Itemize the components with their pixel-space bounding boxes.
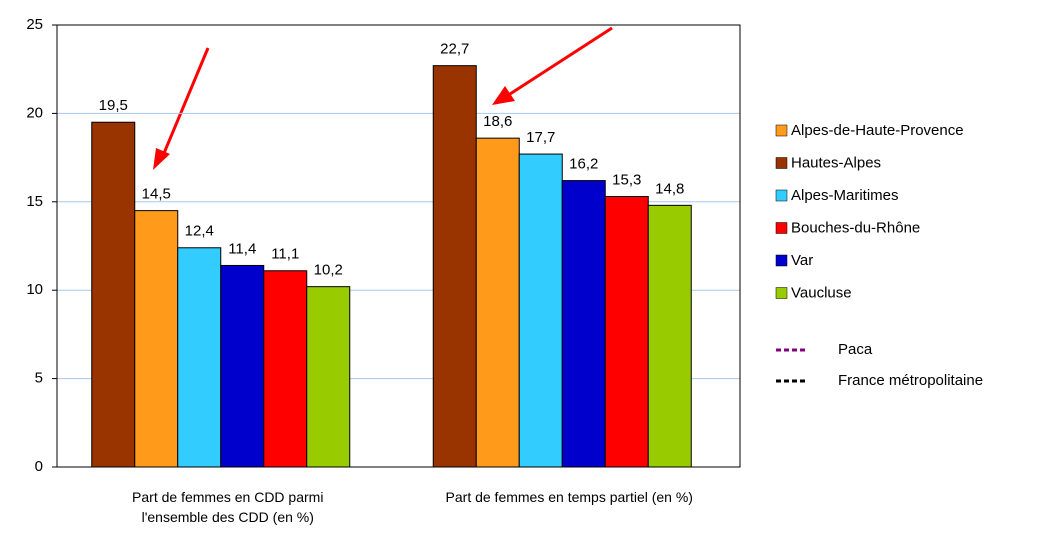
value-label: 14,8 (655, 180, 684, 197)
bar (647, 204, 692, 468)
y-tick-label: 5 (35, 370, 43, 387)
bar (177, 247, 222, 468)
bar (91, 121, 136, 468)
y-tick-label: 10 (26, 281, 43, 298)
legend-swatch (775, 124, 788, 137)
legend-label: Alpes-de-Haute-Provence (791, 122, 964, 139)
value-label: 12,4 (185, 223, 214, 240)
legend-label: Alpes-Maritimes (791, 187, 899, 204)
bar (475, 137, 520, 468)
bar (432, 65, 477, 468)
plot-border (56, 24, 741, 468)
legend-swatch (775, 222, 788, 234)
legend-label: Paca (838, 341, 873, 358)
value-label: 15,3 (612, 171, 641, 188)
value-label: 18,6 (483, 113, 512, 130)
legend-label: Vaucluse (791, 284, 852, 301)
legend-label: France métropolitaine (838, 372, 983, 389)
arrow-head (153, 148, 170, 170)
y-tick-label: 0 (35, 458, 43, 475)
value-label: 11,1 (271, 246, 299, 263)
bar (220, 264, 265, 468)
bar (263, 270, 308, 468)
y-tick-label: 25 (26, 16, 43, 33)
value-label: 10,2 (314, 262, 343, 279)
value-label: 22,7 (440, 41, 469, 58)
bar (518, 153, 563, 468)
arrow (509, 26, 613, 96)
y-tick-label: 20 (26, 104, 43, 121)
bar (561, 180, 606, 468)
x-label-box: Part de femmes en temps partiel (en %) (445, 489, 693, 505)
value-label: 14,5 (142, 186, 171, 203)
legend-label: Hautes-Alpes (791, 154, 881, 171)
arrow (160, 47, 210, 159)
x-tick-label: Part de femmes en CDD parmi l'ensemble d… (132, 489, 324, 525)
value-label: 17,7 (526, 129, 555, 146)
x-tick-label: Part de femmes en temps partiel (en %) (445, 489, 693, 505)
bar (604, 195, 649, 468)
legend-swatch (775, 189, 788, 202)
value-label: 19,5 (99, 97, 128, 114)
value-label: 16,2 (569, 156, 598, 173)
y-tick-label: 15 (26, 193, 43, 210)
legend-swatch (775, 157, 788, 169)
legend-label: Var (791, 252, 813, 269)
legend-label: Bouches-du-Rhône (791, 219, 920, 236)
arrow-head (492, 86, 515, 105)
legend-swatch (775, 254, 788, 267)
legend-swatch (775, 287, 788, 299)
bar (134, 210, 179, 468)
bar (306, 286, 351, 468)
value-label: 11,4 (228, 240, 256, 257)
annotations (153, 26, 613, 170)
x-label-box: Part de femmes en CDD parmi l'ensemble d… (132, 489, 324, 525)
